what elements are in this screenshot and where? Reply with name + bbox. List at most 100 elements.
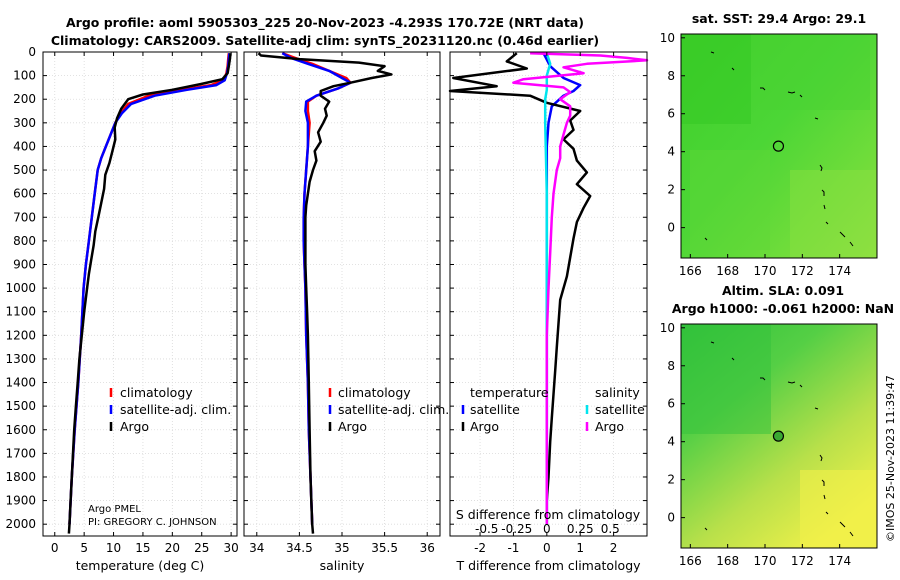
x-tick-label: 1	[576, 541, 584, 555]
sla-map-title-line1: Altim. SLA: 0.091	[722, 283, 844, 298]
x-tick-label: 0	[543, 541, 551, 555]
axes-frame	[42, 51, 238, 537]
x-tick-label: 20	[165, 541, 180, 555]
map-y-tick-label: 10	[660, 31, 675, 45]
x-tick-label: -1	[507, 541, 519, 555]
depth-tick-label: 1400	[5, 376, 36, 390]
map-y-tick-label: 2	[667, 183, 675, 197]
salinity-legend: climatology satellite-adj. clim. Argo	[328, 385, 449, 434]
x-tick-label: 5	[80, 541, 88, 555]
legend-temp-satellite-label: satellite	[470, 402, 520, 417]
sst-map-title: sat. SST: 29.4 Argo: 29.1	[692, 11, 866, 26]
sst-warm-patch	[690, 150, 770, 250]
x-tick-label: 35.5	[371, 541, 398, 555]
sst-map-ticks: 166 168 170 172 174 0 2 4 6 8 10	[660, 31, 851, 278]
map-x-tick-label: 172	[791, 264, 814, 278]
legend-argo-label: Argo	[120, 419, 149, 434]
legend-climatology-label: climatology	[120, 385, 193, 400]
salinity-panel: 34 34.5 35 35.5 36 salinity	[243, 51, 441, 573]
x-tick-label: 2	[610, 541, 618, 555]
series-line-climatology	[68, 53, 231, 525]
map-y-tick-label: 8	[667, 359, 675, 373]
x-tick-label: 15	[135, 541, 150, 555]
series-line-temperature-argo	[448, 52, 592, 525]
sla-map-panel: Altim. SLA: 0.091 Argo h1000: -0.061 h20…	[660, 283, 894, 568]
legend-temp-argo-label: Argo	[470, 419, 499, 434]
sst-coastlines	[704, 51, 854, 247]
map-x-tick-label: 174	[828, 554, 851, 568]
depth-tick-label: 1200	[5, 328, 36, 342]
depth-tick-label: 400	[13, 139, 36, 153]
map-x-tick-label: 168	[716, 264, 739, 278]
x-tick-label: 0	[51, 541, 59, 555]
depth-tick-label: 1600	[5, 423, 36, 437]
temperature-panel: 0 5 10 15 20 25 300100200300400500600700800900…	[5, 45, 238, 573]
map-y-tick-label: 6	[667, 397, 675, 411]
map-x-tick-label: 170	[754, 554, 777, 568]
map-y-tick-label: 2	[667, 473, 675, 487]
sla-map-title-line2: Argo h1000: -0.061 h2000: NaN	[672, 301, 894, 316]
series-line-salinity-argo	[512, 51, 649, 525]
sst-argo-location-marker	[772, 140, 785, 152]
x-tick-label: 25	[194, 541, 209, 555]
legend-temperature-header: temperature	[470, 385, 549, 400]
depth-tick-label: 1900	[5, 494, 36, 508]
map-x-tick-label: 174	[828, 264, 851, 278]
legend-climatology-label: climatology	[338, 385, 411, 400]
sla-argo-location-marker	[772, 430, 785, 442]
depth-tick-label: 600	[13, 187, 36, 201]
depth-tick-label: 1000	[5, 281, 36, 295]
depth-tick-label: 100	[13, 69, 36, 83]
map-y-tick-label: 4	[667, 145, 675, 159]
map-y-tick-label: 6	[667, 107, 675, 121]
s-difference-tick-label: 0	[543, 522, 551, 536]
map-y-tick-label: 10	[660, 321, 675, 335]
x-tick-label: 34.5	[286, 541, 313, 555]
depth-tick-label: 1300	[5, 352, 36, 366]
map-y-tick-label: 4	[667, 435, 675, 449]
pi-annotation-line2: PI: GREGORY C. JOHNSON	[88, 517, 217, 528]
x-tick-label: 35	[334, 541, 349, 555]
s-difference-tick-label: 0.25	[567, 522, 594, 536]
axes-frame	[449, 51, 648, 537]
sla-low-patch	[681, 324, 771, 434]
series-line-satellite-adj-clim-	[281, 52, 352, 525]
depth-tick-label: 1700	[5, 446, 36, 460]
x-tick-label: -2	[474, 541, 486, 555]
depth-tick-label: 500	[13, 163, 36, 177]
x-tick-label: 34	[249, 541, 264, 555]
map-x-tick-label: 166	[679, 554, 702, 568]
depth-tick-label: 200	[13, 92, 36, 106]
s-difference-ticks: -0.5 -0.25 0 0.25 0.5	[475, 522, 620, 536]
figure-title-line2: Climatology: CARS2009. Satellite-adj cli…	[51, 33, 599, 49]
legend-satellite-label: satellite-adj. clim.	[338, 402, 449, 417]
depth-tick-label: 0	[28, 45, 36, 59]
sst-mid-patch	[760, 40, 870, 110]
x-tick-label: 10	[106, 541, 121, 555]
depth-tick-label: 800	[13, 234, 36, 248]
sst-cool-patch	[681, 34, 751, 124]
x-axis-label: T difference from climatology	[455, 558, 641, 573]
depth-tick-label: 1800	[5, 470, 36, 484]
depth-tick-label: 700	[13, 210, 36, 224]
s-difference-tick-label: 0.5	[601, 522, 620, 536]
legend-satellite-label: satellite-adj. clim.	[120, 402, 231, 417]
legend-sal-satellite-label: satellite	[595, 402, 645, 417]
map-x-tick-label: 172	[791, 554, 814, 568]
x-axis-label: temperature (deg C)	[76, 558, 205, 573]
depth-tick-label: 1500	[5, 399, 36, 413]
series-line-argo	[67, 53, 232, 534]
map-y-tick-label: 8	[667, 69, 675, 83]
depth-tick-label: 300	[13, 116, 36, 130]
sla-map-frame	[680, 323, 878, 549]
map-x-tick-label: 168	[716, 554, 739, 568]
depth-tick-label: 1100	[5, 305, 36, 319]
difference-legend: temperature satellite Argo salinity sate…	[461, 385, 645, 434]
pi-annotation-line1: Argo PMEL	[88, 504, 141, 515]
legend-argo-label: Argo	[338, 419, 367, 434]
s-difference-tick-label: -0.25	[501, 522, 532, 536]
map-y-tick-label: 0	[667, 511, 675, 525]
difference-panel: -2 -1 0 1 2 T difference from climatology	[448, 51, 649, 573]
x-axis-label: salinity	[320, 558, 365, 573]
